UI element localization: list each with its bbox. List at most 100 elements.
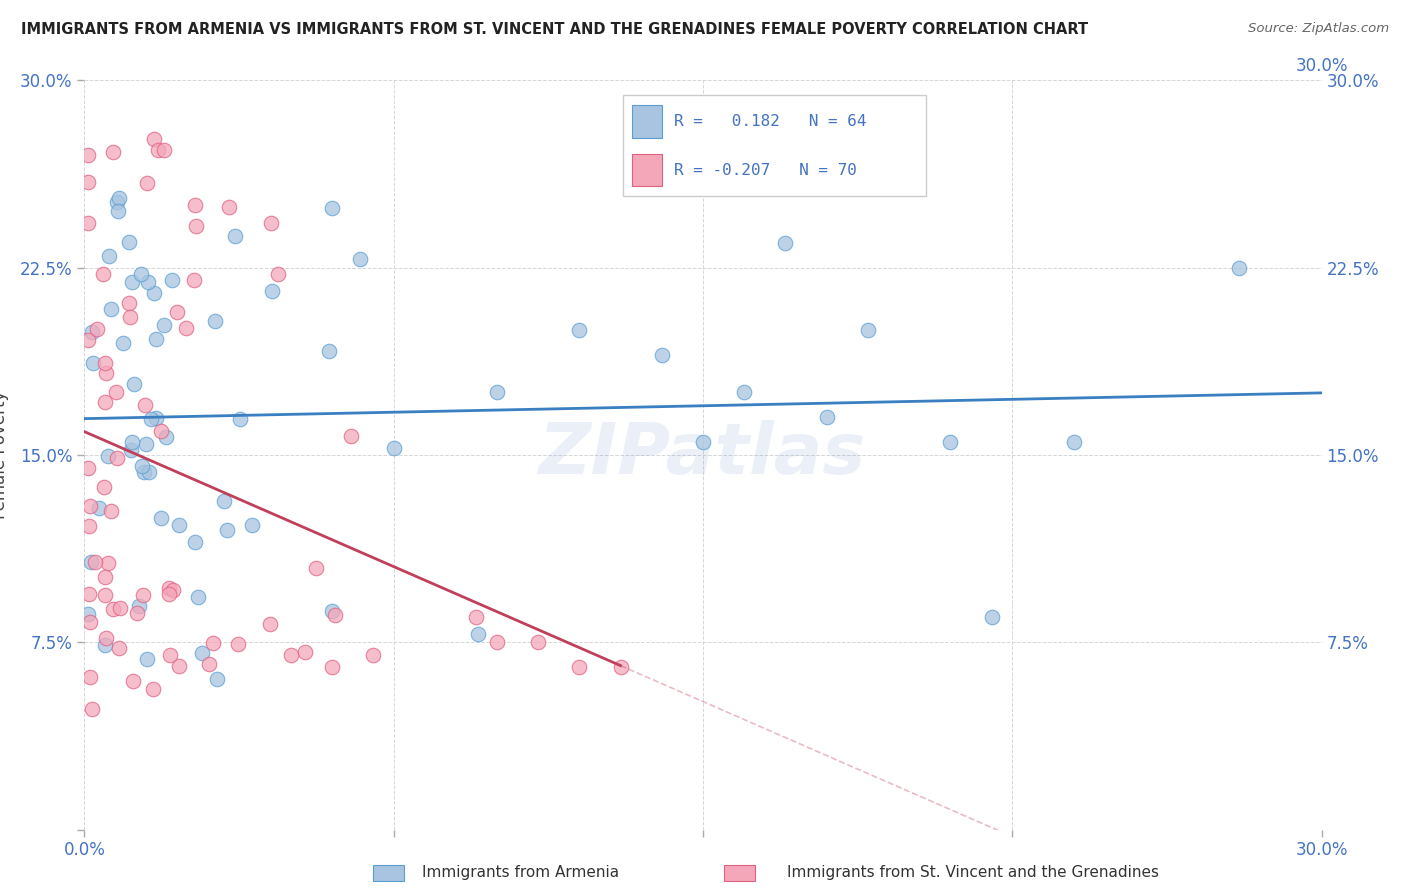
Point	[187, 590, 209, 604]
Point	[143, 132, 166, 146]
Point	[120, 442, 142, 457]
Point	[142, 285, 165, 300]
Point	[349, 252, 371, 267]
Point	[105, 450, 128, 465]
Point	[321, 201, 343, 215]
Point	[129, 267, 152, 281]
Point	[77, 587, 100, 601]
Point	[568, 660, 591, 674]
Point	[97, 556, 120, 570]
Point	[184, 534, 207, 549]
Point	[94, 570, 117, 584]
Point	[142, 682, 165, 697]
Point	[152, 144, 174, 158]
Point	[815, 410, 838, 425]
Point	[321, 660, 343, 674]
Point	[80, 702, 103, 716]
Point	[77, 460, 100, 475]
Point	[361, 648, 384, 662]
Point	[101, 602, 124, 616]
Point	[96, 366, 118, 380]
Point	[609, 660, 631, 674]
Point	[157, 581, 180, 595]
Point	[97, 449, 120, 463]
Point	[105, 384, 128, 399]
Point	[80, 555, 103, 569]
Point	[294, 645, 316, 659]
Point	[1063, 435, 1085, 450]
Point	[217, 523, 239, 537]
Point	[86, 322, 108, 336]
Point	[79, 670, 101, 684]
Point	[160, 273, 183, 287]
Point	[184, 219, 207, 234]
Point	[485, 385, 508, 400]
Point	[146, 143, 169, 157]
Point	[318, 343, 340, 358]
Text: ZIPatlas: ZIPatlas	[540, 420, 866, 490]
Point	[167, 518, 190, 533]
Point	[155, 430, 177, 444]
Point	[135, 436, 157, 450]
Point	[93, 480, 115, 494]
Point	[465, 610, 488, 624]
Point	[159, 648, 181, 662]
Point	[733, 385, 755, 400]
Point	[266, 267, 288, 281]
Point	[79, 518, 101, 533]
Point	[218, 200, 240, 214]
Point	[132, 588, 155, 602]
Point	[323, 608, 346, 623]
Point	[157, 587, 180, 601]
Point	[105, 195, 128, 210]
Point	[240, 518, 263, 533]
Point	[136, 275, 159, 289]
Point	[190, 646, 212, 660]
Point	[651, 348, 673, 362]
Point	[197, 657, 219, 672]
Point	[100, 302, 122, 317]
Point	[259, 617, 281, 632]
Point	[77, 148, 100, 162]
Point	[94, 395, 117, 409]
Point	[145, 332, 167, 346]
Point	[84, 555, 107, 569]
Point	[121, 275, 143, 289]
Point	[77, 607, 100, 622]
Point	[212, 494, 235, 508]
Point	[118, 296, 141, 310]
Point	[141, 411, 163, 425]
Point	[135, 652, 157, 666]
Point	[91, 267, 114, 281]
Point	[939, 435, 962, 450]
Point	[202, 636, 225, 650]
Point	[93, 356, 115, 370]
Point	[122, 376, 145, 391]
Point	[98, 249, 121, 263]
Point	[94, 631, 117, 645]
Point	[485, 635, 508, 649]
Point	[121, 435, 143, 450]
Point	[340, 428, 363, 442]
Text: Immigrants from St. Vincent and the Grenadines: Immigrants from St. Vincent and the Gren…	[787, 865, 1160, 880]
Point	[79, 499, 101, 513]
Point	[112, 335, 135, 350]
Point	[226, 637, 249, 651]
Point	[229, 411, 252, 425]
Point	[205, 672, 228, 686]
Point	[122, 673, 145, 688]
Text: Source: ZipAtlas.com: Source: ZipAtlas.com	[1249, 22, 1389, 36]
Y-axis label: Female Poverty: Female Poverty	[0, 391, 8, 519]
Point	[87, 501, 110, 516]
Point	[259, 216, 281, 230]
Point	[304, 561, 326, 575]
Point	[166, 305, 188, 319]
Point	[184, 198, 207, 212]
Point	[135, 176, 157, 190]
Text: Immigrants from Armenia: Immigrants from Armenia	[422, 865, 619, 880]
Point	[118, 235, 141, 250]
Point	[94, 588, 117, 602]
Point	[94, 638, 117, 652]
Point	[149, 424, 172, 438]
Point	[82, 356, 104, 370]
